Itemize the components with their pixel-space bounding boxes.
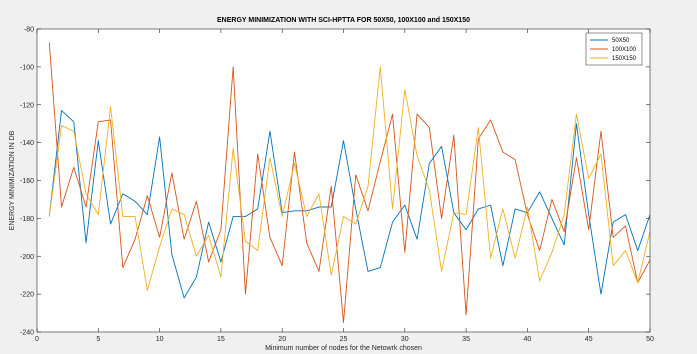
legend-entry-label: 150X150 bbox=[612, 56, 637, 62]
y-tick-label: -220 bbox=[20, 292, 34, 299]
x-axis-label: Minimum number of nodes for the Netowrk … bbox=[265, 345, 422, 352]
x-tick-label: 35 bbox=[462, 336, 470, 343]
y-tick-label: -180 bbox=[20, 216, 34, 223]
x-tick-label: 30 bbox=[401, 336, 409, 343]
x-tick-label: 20 bbox=[278, 336, 286, 343]
y-tick-label: -140 bbox=[20, 140, 34, 147]
y-tick-label: -160 bbox=[20, 178, 34, 185]
x-tick-label: 15 bbox=[217, 336, 225, 343]
chart-title: ENERGY MINIMIZATION WITH SCI-HPTTA FOR 5… bbox=[217, 17, 470, 24]
x-tick-label: 40 bbox=[524, 336, 532, 343]
legend-entry-label: 50X50 bbox=[612, 38, 630, 44]
legend-entry-label: 100X100 bbox=[612, 47, 637, 53]
legend[interactable]: 50X50 100X100 150X150 bbox=[586, 33, 642, 65]
x-tick-label: 10 bbox=[156, 336, 164, 343]
x-tick-label: 0 bbox=[35, 336, 39, 343]
x-tick-label: 50 bbox=[646, 336, 654, 343]
y-tick-label: -120 bbox=[20, 102, 34, 109]
y-tick-label: -100 bbox=[20, 64, 34, 71]
y-tick-label: -200 bbox=[20, 254, 34, 261]
plot-area bbox=[37, 29, 650, 332]
y-axis-label: ENERGY MINIMIZATION IN DB bbox=[9, 130, 16, 230]
y-tick-label: -240 bbox=[20, 330, 34, 337]
x-tick-label: 25 bbox=[340, 336, 348, 343]
x-tick-label: 45 bbox=[585, 336, 593, 343]
x-tick-label: 5 bbox=[96, 336, 100, 343]
y-tick-label: -80 bbox=[24, 27, 34, 34]
